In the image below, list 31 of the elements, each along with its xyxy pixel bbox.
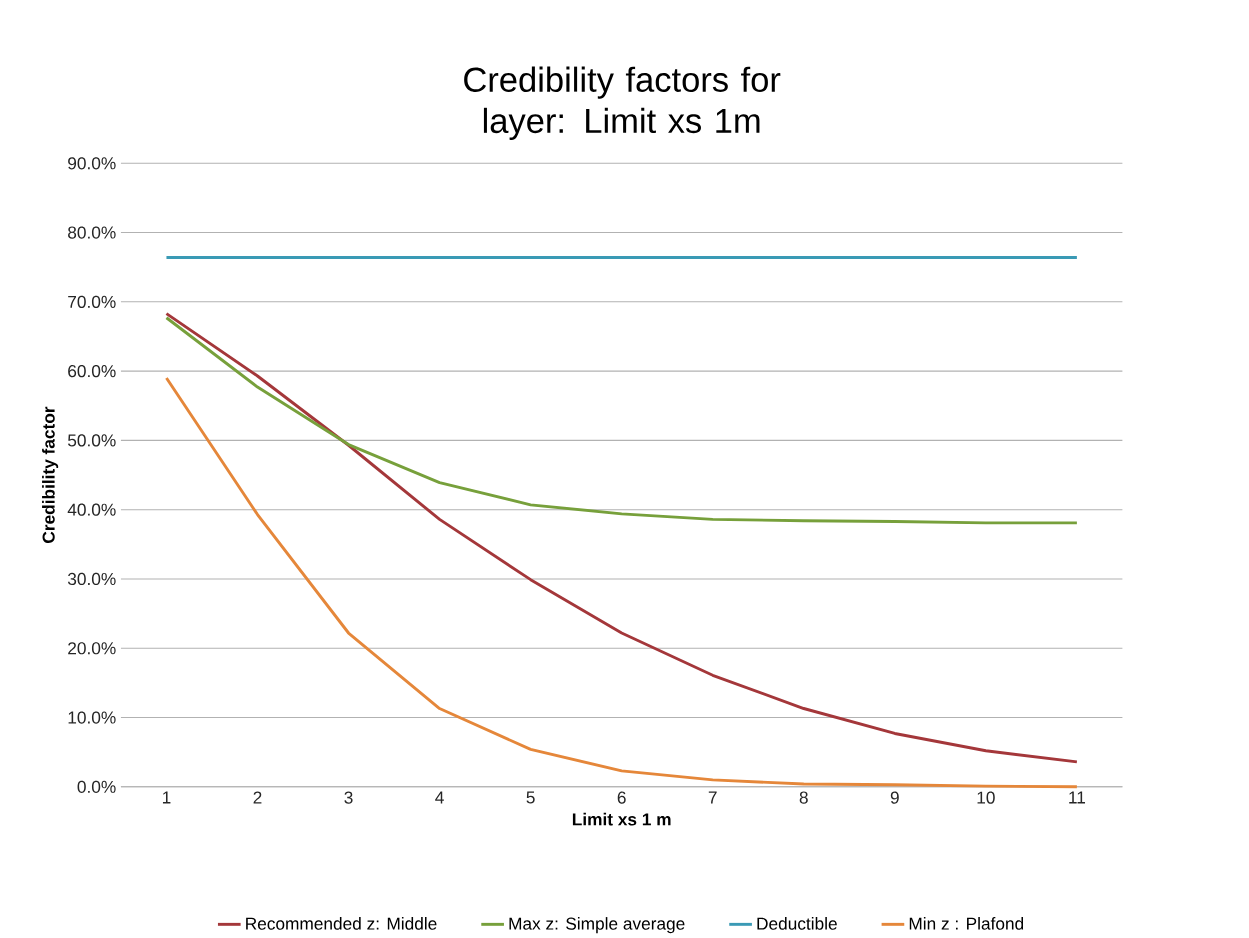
x-tick-label: 7 [708, 791, 717, 804]
x-tick-label: 9 [890, 791, 899, 804]
x-tick-label: 11 [1069, 791, 1086, 804]
legend-label: Recommended z: Middle [246, 917, 437, 930]
y-tick-label: 20.0% [68, 642, 116, 655]
y-tick-label: 40.0% [67, 503, 116, 516]
x-tick-label: 8 [799, 791, 808, 804]
y-axis-title: Credibility factor [42, 406, 59, 543]
y-tick-label: 30.0% [67, 572, 116, 586]
x-tick-label: 10 [977, 791, 995, 804]
x-tick-label: 3 [344, 791, 353, 804]
x-tick-label: 4 [435, 791, 444, 804]
y-tick-label: 10.0% [68, 711, 116, 724]
y-tick-label: 80.0% [68, 226, 116, 239]
legend-label: Max z: Simple average [509, 917, 685, 934]
x-tick-label: 6 [617, 791, 626, 804]
y-tick-label: 70.0% [68, 295, 116, 308]
y-tick-label: 90.0% [68, 157, 116, 170]
line-series [165, 376, 1079, 789]
x-axis-title: Limit xs 1 m [572, 812, 671, 826]
legend-label: Deductible [757, 917, 837, 930]
x-tick-label: 5 [526, 791, 535, 804]
y-tick-label: 50.0% [67, 434, 116, 447]
legend-label: Min z : Plafond [909, 917, 1024, 930]
y-tick-label: 0.0% [77, 780, 116, 793]
line-series [165, 312, 1079, 764]
chart-title: Credibility factors for layer: Limit xs 1m [464, 66, 781, 140]
x-tick-label: 1 [162, 791, 171, 804]
line-series [165, 316, 1079, 525]
x-tick-label: 2 [253, 791, 262, 804]
y-tick-label: 60.0% [68, 365, 116, 378]
